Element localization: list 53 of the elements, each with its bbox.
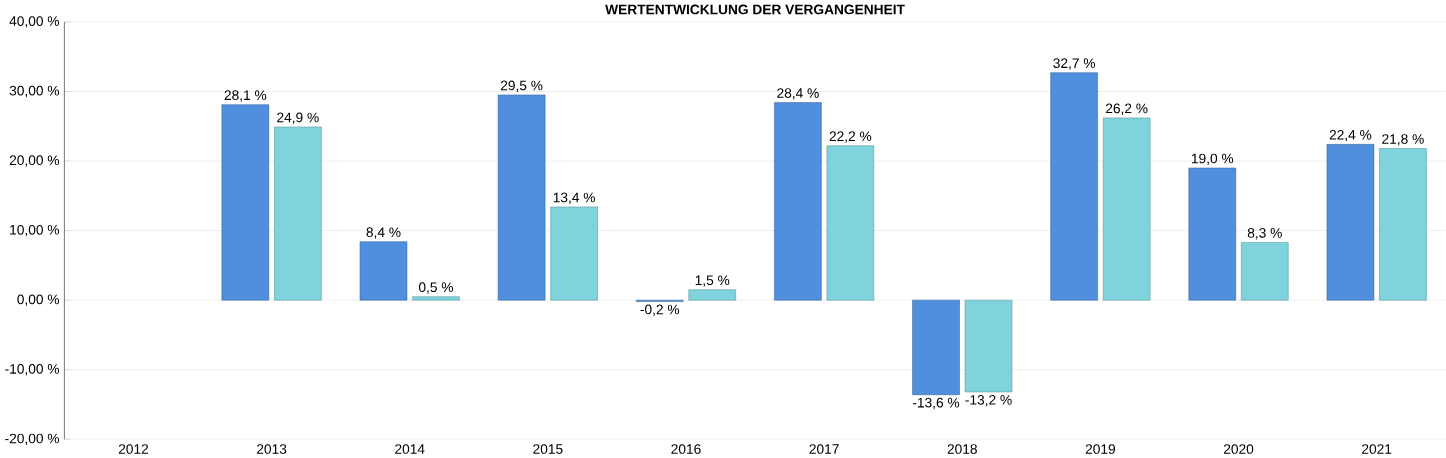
data-label: 26,2 %: [1105, 103, 1148, 115]
bar: [774, 102, 822, 301]
data-label: 8,3 %: [1247, 227, 1282, 240]
x-tick-label: 2015: [533, 443, 563, 454]
bar: [826, 145, 875, 301]
chart-title: WERTENTWICKLUNG DER VERGANGENHEIT: [605, 4, 905, 15]
bar: [1241, 241, 1289, 301]
data-label: 8,4 %: [366, 227, 401, 239]
data-label: 1,5 %: [695, 275, 730, 287]
bar: [497, 94, 546, 301]
data-label: -0,2 %: [640, 304, 680, 316]
bar: [1188, 167, 1237, 301]
y-tick-label: -20,00 %: [5, 433, 60, 445]
bar: [1050, 72, 1098, 301]
x-tick-label: 2013: [257, 443, 287, 454]
bar: [274, 126, 322, 301]
bar: [1379, 148, 1427, 301]
data-label: 29,5 %: [500, 80, 543, 92]
y-tick-label: 30,00 %: [9, 85, 60, 97]
x-tick-label: 2012: [118, 443, 149, 454]
x-tick-label: 2019: [1085, 443, 1116, 454]
data-label: 19,0 %: [1191, 153, 1234, 165]
bar: [412, 296, 460, 301]
data-label: 32,7 %: [1053, 58, 1096, 70]
bar: [1326, 143, 1375, 301]
data-label: 21,8 %: [1382, 133, 1424, 146]
data-label: -13,2 %: [965, 394, 1012, 407]
data-label: 28,1 %: [224, 90, 267, 102]
bar: [221, 104, 270, 301]
data-label: 22,4 %: [1329, 129, 1372, 142]
data-label: 22,2 %: [829, 131, 872, 143]
data-label: 28,4 %: [777, 88, 819, 100]
bar: [912, 299, 960, 395]
x-tick-label: 2018: [947, 443, 977, 454]
y-tick-label: 20,00 %: [9, 155, 60, 167]
bar: [964, 299, 1013, 393]
data-label: 0,5 %: [418, 282, 454, 294]
x-tick-label: 2014: [395, 443, 425, 454]
y-tick-label: 40,00 %: [9, 16, 60, 28]
x-tick-label: 2021: [1362, 443, 1392, 454]
bar: [1102, 117, 1151, 301]
bar: [550, 206, 598, 301]
x-tick-label: 2020: [1223, 443, 1254, 454]
x-tick-label: 2017: [809, 443, 839, 454]
y-tick-label: 10,00 %: [10, 224, 60, 237]
y-tick-label: -10,00 %: [5, 363, 60, 376]
y-tick-label: 0,00 %: [17, 294, 60, 306]
data-label: 13,4 %: [553, 192, 595, 204]
bar: [688, 289, 736, 301]
data-label: -13,6 %: [912, 397, 960, 409]
bar: [359, 241, 408, 301]
data-label: 24,9 %: [277, 112, 319, 124]
x-tick-label: 2016: [671, 443, 701, 454]
